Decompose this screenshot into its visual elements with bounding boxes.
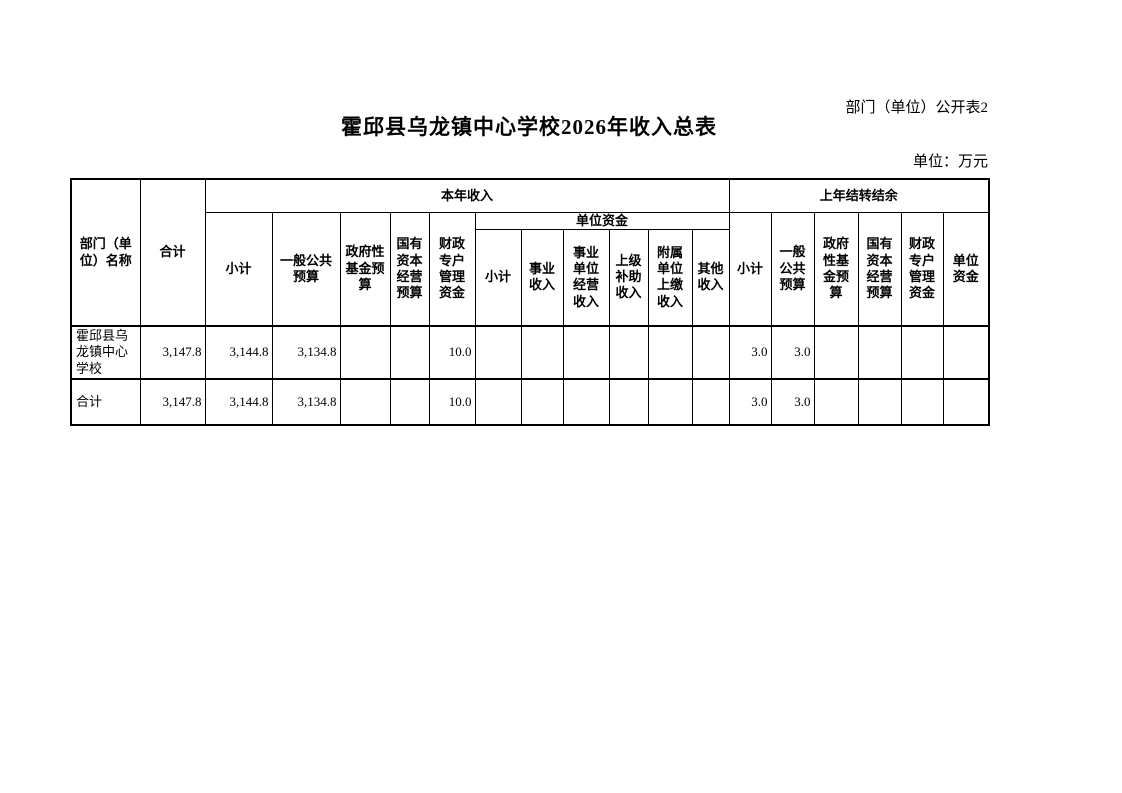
row-name: 霍邱县乌龙镇中心学校 bbox=[70, 325, 141, 380]
unit-note: 单位：万元 bbox=[912, 154, 988, 170]
cell-co-fiscal-special-account bbox=[900, 378, 944, 426]
table-row-total: 合计 3,147.8 3,144.8 3,134.8 10.0 3.0 3.0 bbox=[70, 378, 990, 426]
cell-uf-superior-subsidy-income bbox=[608, 325, 649, 380]
table-header: 部门（单位）名称 合计 本年收入 上年结转结余 小计 一般公共预算 政府性基金预… bbox=[70, 178, 990, 327]
header-co-govt-fund-budget: 政府性基金预算 bbox=[813, 211, 859, 327]
cell-uf-operating-income bbox=[520, 378, 564, 426]
header-dept-name: 部门（单位）名称 bbox=[70, 178, 141, 327]
header-current-year-income: 本年收入 bbox=[204, 178, 730, 213]
cell-uf-subtotal bbox=[474, 378, 522, 426]
header-cy-general-public-budget: 一般公共预算 bbox=[271, 211, 341, 327]
header-row-unit-funds: 小计 事业收入 事业单位经营收入 上级补助收入 附属单位上缴收入 其他收入 bbox=[71, 228, 989, 327]
header-uf-superior-subsidy-income: 上级补助收入 bbox=[608, 228, 649, 327]
header-co-general-public-budget: 一般公共预算 bbox=[770, 211, 815, 327]
cell-co-unit-funds bbox=[942, 325, 990, 380]
cell-co-state-capital-budget bbox=[857, 378, 902, 426]
table-row-school: 霍邱县乌龙镇中心学校 3,147.8 3,144.8 3,134.8 10.0 … bbox=[70, 325, 990, 380]
cell-cy-fiscal-special-account: 10.0 bbox=[428, 378, 476, 426]
cell-uf-institution-business-income bbox=[562, 325, 610, 380]
header-uf-institution-business-income: 事业单位经营收入 bbox=[562, 228, 610, 327]
income-summary-table: 部门（单位）名称 合计 本年收入 上年结转结余 小计 一般公共预算 政府性基金预… bbox=[70, 178, 991, 426]
doc-label: 部门（单位）公开表2 bbox=[845, 100, 988, 116]
header-co-unit-funds: 单位资金 bbox=[942, 211, 990, 327]
cell-uf-other-income bbox=[691, 378, 730, 426]
cell-co-govt-fund-budget bbox=[813, 325, 859, 380]
cell-total: 3,147.8 bbox=[139, 325, 206, 380]
header-uf-other-income: 其他收入 bbox=[691, 228, 730, 327]
header-row-mid: 小计 一般公共预算 政府性基金预算 国有资本经营预算 财政专户管理资金 单位资金… bbox=[71, 211, 990, 327]
cell-co-state-capital-budget bbox=[857, 325, 902, 380]
cell-co-govt-fund-budget bbox=[813, 378, 859, 426]
header-cy-subtotal: 小计 bbox=[204, 211, 273, 327]
header-co-state-capital-budget: 国有资本经营预算 bbox=[857, 211, 902, 327]
header-prev-year-carryover: 上年结转结余 bbox=[728, 178, 990, 213]
header-cy-state-capital-budget: 国有资本经营预算 bbox=[389, 211, 430, 327]
cell-uf-superior-subsidy-income bbox=[608, 378, 649, 426]
cell-uf-institution-business-income bbox=[562, 378, 610, 426]
cell-cy-govt-fund-budget bbox=[339, 378, 391, 426]
header-cy-fiscal-special-account: 财政专户管理资金 bbox=[428, 211, 476, 327]
cell-uf-affiliated-unit-remittance bbox=[647, 325, 693, 380]
header-grand-total: 合计 bbox=[139, 178, 206, 327]
cell-uf-subtotal bbox=[474, 325, 522, 380]
table-body: 霍邱县乌龙镇中心学校 3,147.8 3,144.8 3,134.8 10.0 … bbox=[70, 325, 990, 426]
cell-cy-govt-fund-budget bbox=[339, 325, 391, 380]
cell-cy-general-public-budget: 3,134.8 bbox=[271, 378, 341, 426]
header-co-fiscal-special-account: 财政专户管理资金 bbox=[900, 211, 944, 327]
cell-cy-state-capital-budget bbox=[389, 325, 430, 380]
cell-uf-operating-income bbox=[520, 325, 564, 380]
cell-co-subtotal: 3.0 bbox=[728, 325, 772, 380]
cell-cy-subtotal: 3,144.8 bbox=[204, 325, 273, 380]
page-title: 霍邱县乌龙镇中心学校2026年收入总表 bbox=[341, 115, 717, 139]
cell-co-fiscal-special-account bbox=[900, 325, 944, 380]
cell-cy-fiscal-special-account: 10.0 bbox=[428, 325, 476, 380]
header-row-groups: 部门（单位）名称 合计 本年收入 上年结转结余 bbox=[70, 178, 990, 327]
cell-cy-subtotal: 3,144.8 bbox=[204, 378, 273, 426]
header-unit-funds-group: 单位资金 bbox=[474, 211, 730, 230]
cell-cy-state-capital-budget bbox=[389, 378, 430, 426]
header-uf-subtotal: 小计 bbox=[474, 228, 522, 327]
cell-co-general-public-budget: 3.0 bbox=[770, 325, 815, 380]
header-uf-operating-income: 事业收入 bbox=[520, 228, 564, 327]
cell-co-subtotal: 3.0 bbox=[728, 378, 772, 426]
cell-co-unit-funds bbox=[942, 378, 990, 426]
cell-cy-general-public-budget: 3,134.8 bbox=[271, 325, 341, 380]
header-uf-affiliated-unit-remittance: 附属单位上缴收入 bbox=[647, 228, 693, 327]
cell-co-general-public-budget: 3.0 bbox=[770, 378, 815, 426]
row-name: 合计 bbox=[70, 378, 141, 426]
cell-uf-affiliated-unit-remittance bbox=[647, 378, 693, 426]
header-co-subtotal: 小计 bbox=[728, 211, 772, 327]
cell-uf-other-income bbox=[691, 325, 730, 380]
cell-total: 3,147.8 bbox=[139, 378, 206, 426]
header-cy-govt-fund-budget: 政府性基金预算 bbox=[339, 211, 391, 327]
